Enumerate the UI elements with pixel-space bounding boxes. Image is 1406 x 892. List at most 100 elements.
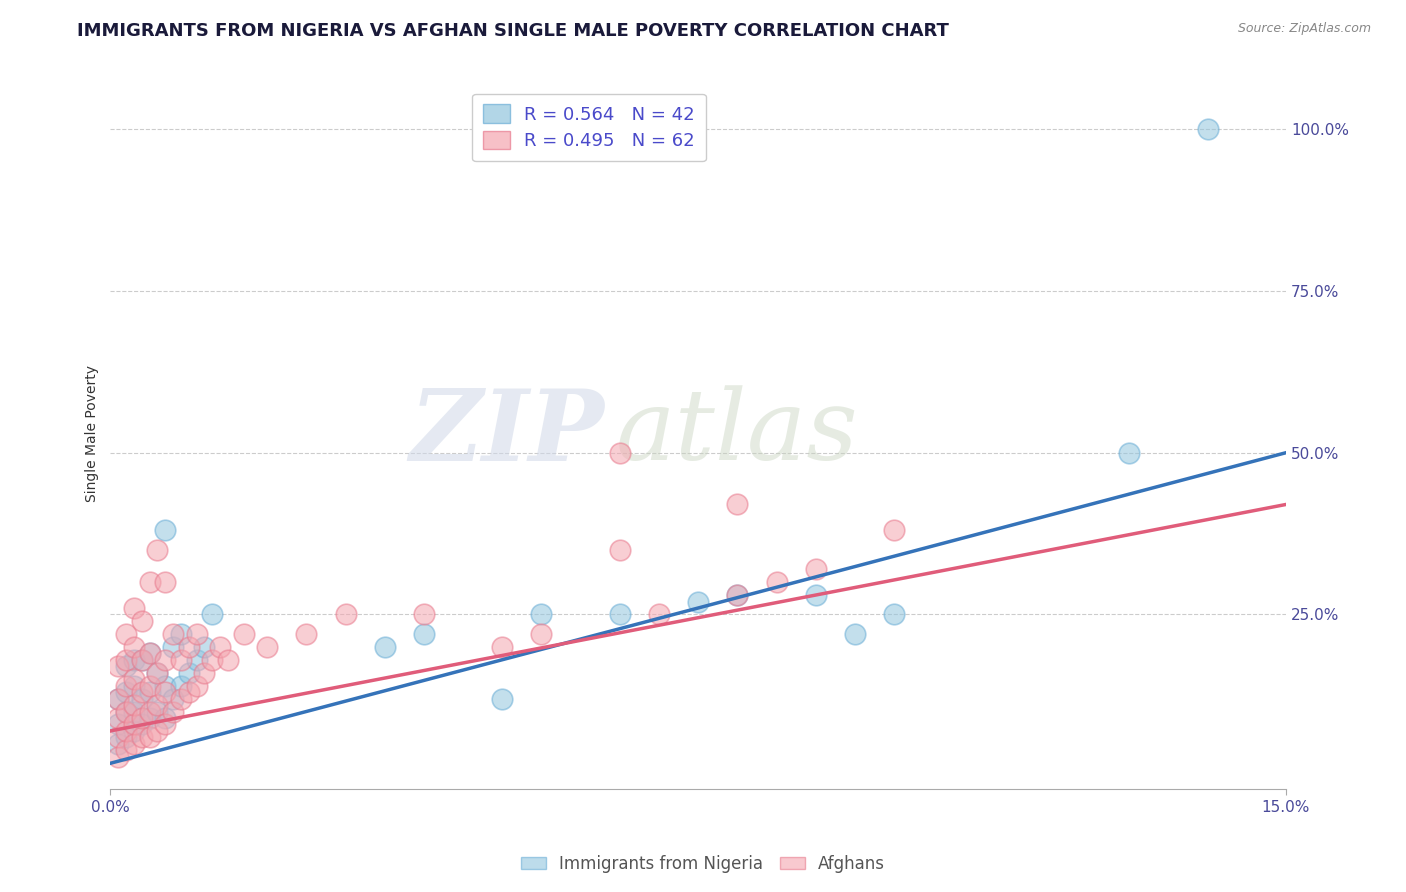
Point	[609, 607, 631, 622]
Point	[131, 685, 153, 699]
Point	[725, 498, 748, 512]
Point	[115, 659, 138, 673]
Text: IMMIGRANTS FROM NIGERIA VS AFGHAN SINGLE MALE POVERTY CORRELATION CHART: IMMIGRANTS FROM NIGERIA VS AFGHAN SINGLE…	[77, 22, 949, 40]
Point	[162, 691, 184, 706]
Point	[138, 679, 160, 693]
Point	[115, 723, 138, 738]
Point	[844, 627, 866, 641]
Point	[609, 542, 631, 557]
Point	[193, 640, 215, 654]
Point	[131, 614, 153, 628]
Legend: R = 0.564   N = 42, R = 0.495   N = 62: R = 0.564 N = 42, R = 0.495 N = 62	[472, 94, 706, 161]
Point	[146, 698, 169, 712]
Point	[609, 446, 631, 460]
Point	[162, 627, 184, 641]
Text: Source: ZipAtlas.com: Source: ZipAtlas.com	[1237, 22, 1371, 36]
Point	[177, 640, 200, 654]
Point	[295, 627, 318, 641]
Point	[138, 711, 160, 725]
Point	[209, 640, 232, 654]
Point	[146, 542, 169, 557]
Text: atlas: atlas	[616, 385, 859, 481]
Point	[122, 717, 145, 731]
Point	[155, 679, 177, 693]
Point	[1118, 446, 1140, 460]
Text: ZIP: ZIP	[409, 385, 605, 482]
Point	[115, 705, 138, 719]
Point	[107, 731, 129, 745]
Point	[155, 711, 177, 725]
Point	[883, 607, 905, 622]
Point	[107, 691, 129, 706]
Point	[170, 691, 193, 706]
Point	[146, 705, 169, 719]
Point	[146, 723, 169, 738]
Point	[232, 627, 254, 641]
Point	[138, 575, 160, 590]
Point	[107, 749, 129, 764]
Point	[186, 679, 208, 693]
Point	[115, 731, 138, 745]
Point	[107, 737, 129, 751]
Point	[155, 685, 177, 699]
Point	[115, 743, 138, 757]
Point	[131, 653, 153, 667]
Point	[804, 562, 827, 576]
Point	[170, 679, 193, 693]
Point	[107, 691, 129, 706]
Point	[155, 653, 177, 667]
Point	[804, 588, 827, 602]
Point	[170, 627, 193, 641]
Point	[412, 607, 434, 622]
Point	[648, 607, 671, 622]
Point	[146, 665, 169, 680]
Point	[122, 705, 145, 719]
Point	[155, 524, 177, 538]
Point	[131, 711, 153, 725]
Point	[115, 705, 138, 719]
Point	[162, 705, 184, 719]
Point	[170, 653, 193, 667]
Point	[122, 723, 145, 738]
Point	[155, 575, 177, 590]
Point	[201, 607, 224, 622]
Y-axis label: Single Male Poverty: Single Male Poverty	[86, 365, 100, 502]
Point	[725, 588, 748, 602]
Point	[765, 575, 787, 590]
Point	[122, 698, 145, 712]
Point	[491, 640, 513, 654]
Point	[115, 653, 138, 667]
Point	[186, 627, 208, 641]
Point	[131, 717, 153, 731]
Point	[1197, 122, 1219, 136]
Point	[193, 665, 215, 680]
Point	[122, 672, 145, 686]
Point	[530, 607, 553, 622]
Legend: Immigrants from Nigeria, Afghans: Immigrants from Nigeria, Afghans	[515, 848, 891, 880]
Point	[115, 685, 138, 699]
Point	[725, 588, 748, 602]
Point	[122, 679, 145, 693]
Point	[131, 691, 153, 706]
Point	[146, 665, 169, 680]
Point	[412, 627, 434, 641]
Point	[122, 640, 145, 654]
Point	[107, 659, 129, 673]
Point	[335, 607, 357, 622]
Point	[530, 627, 553, 641]
Point	[374, 640, 396, 654]
Point	[688, 594, 710, 608]
Point	[115, 679, 138, 693]
Point	[186, 653, 208, 667]
Point	[217, 653, 239, 667]
Point	[122, 737, 145, 751]
Point	[177, 685, 200, 699]
Point	[138, 646, 160, 660]
Point	[138, 705, 160, 719]
Point	[131, 731, 153, 745]
Point	[107, 717, 129, 731]
Point	[256, 640, 278, 654]
Point	[138, 731, 160, 745]
Point	[131, 653, 153, 667]
Point	[122, 653, 145, 667]
